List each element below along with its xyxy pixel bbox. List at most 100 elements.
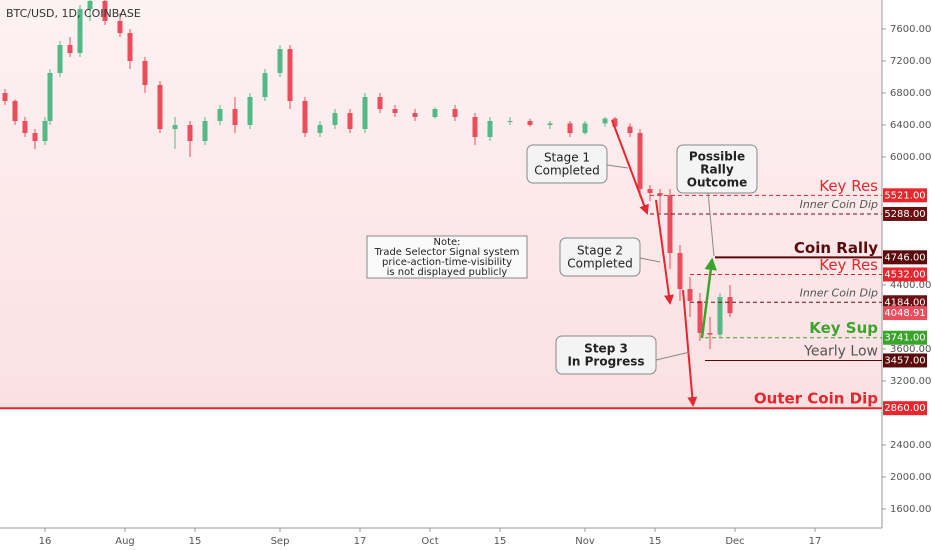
candle-body: [47, 73, 53, 121]
candle-body: [42, 121, 48, 141]
price-tag: [883, 353, 927, 368]
candle-body: [347, 113, 353, 129]
y-tick-label: 3600.00: [890, 344, 931, 355]
level-label: Inner Coin Dip: [800, 198, 878, 211]
callout-box: [559, 237, 641, 277]
level-label: Coin Rally: [794, 239, 878, 257]
candle-body: [102, 1, 108, 21]
price-tag-label: 3457.00: [884, 355, 925, 366]
price-tag-label: 4532.00: [884, 269, 925, 280]
candle-body: [547, 123, 553, 125]
y-tick-label: 3200.00: [890, 376, 931, 387]
candle-body: [332, 113, 338, 125]
x-tick-label: 15: [494, 536, 507, 547]
x-tick-label: 17: [354, 536, 367, 547]
price-tag-label: 5521.00: [884, 190, 925, 201]
level-label: Outer Coin Dip: [754, 390, 878, 408]
candle-body: [287, 49, 293, 101]
note-box: [366, 235, 528, 279]
x-tick-label: Dec: [725, 536, 744, 547]
candle-body: [362, 97, 368, 129]
y-tick-label: 7600.00: [890, 24, 931, 35]
candle-body: [2, 93, 8, 101]
y-tick-label: 2400.00: [890, 440, 931, 451]
callout-pointer: [606, 164, 629, 169]
candle-body: [472, 117, 478, 137]
candle-body: [217, 109, 223, 121]
candle-body: [142, 61, 148, 85]
price-tag-label: 5288.00: [884, 209, 925, 220]
candle-body: [507, 121, 513, 122]
candle-body: [77, 9, 83, 53]
y-tick-label: 4400.00: [890, 280, 931, 291]
candle-body: [117, 21, 123, 33]
candle-body: [687, 289, 693, 301]
annotation-text: Possible: [689, 150, 745, 164]
price-tag-label: 4184.00: [884, 297, 925, 308]
price-tag-label: 2860.00: [884, 403, 925, 414]
price-tag-label: 3741.00: [884, 333, 925, 344]
candle-body: [567, 123, 573, 133]
price-tag-label: 4746.00: [884, 252, 925, 263]
last-price-tag: [883, 306, 927, 321]
candle-body: [127, 33, 133, 61]
x-tick-label: Sep: [271, 536, 290, 547]
plot-background: [0, 0, 882, 408]
candle-body: [302, 101, 308, 133]
candle-body: [667, 195, 673, 253]
arrow: [700, 257, 717, 339]
callout-pointer: [707, 191, 715, 257]
candle-body: [67, 45, 73, 53]
candle-body: [717, 297, 723, 335]
y-tick-label: 2000.00: [890, 472, 931, 483]
last-price-label: 4048.91: [884, 308, 925, 319]
candle-body: [247, 97, 253, 125]
callout-box: [676, 144, 758, 194]
callout-box: [526, 144, 608, 184]
candle-body: [487, 121, 493, 137]
candle-body: [12, 101, 18, 121]
candle-body: [87, 1, 93, 9]
x-tick-label: 16: [39, 536, 52, 547]
candle-body: [727, 297, 733, 314]
annotation-text: Stage 2: [577, 244, 623, 258]
candle-body: [637, 133, 643, 189]
annotation-text: price-action-time-visibility: [382, 257, 512, 268]
annotation-text: Stage 1: [544, 151, 590, 165]
price-tag: [883, 295, 927, 310]
candle-body: [187, 125, 193, 141]
y-tick-label: 6800.00: [890, 88, 931, 99]
candle-body: [697, 301, 703, 333]
candle-body: [277, 49, 283, 73]
annotation-text: Trade Selector Signal system: [374, 247, 520, 258]
annotation-text: Completed: [567, 257, 632, 271]
price-tag: [883, 250, 927, 265]
callout-pointer: [639, 257, 661, 263]
candle-body: [157, 85, 163, 129]
candle-body: [612, 118, 618, 127]
price-tag: [883, 267, 927, 282]
candle-body: [32, 133, 38, 141]
arrow: [611, 119, 649, 215]
annotation-text: Outcome: [687, 176, 747, 190]
candle-body: [412, 113, 418, 117]
price-tag: [883, 206, 927, 221]
level-label: Key Res: [819, 177, 878, 195]
candle-body: [582, 123, 588, 133]
candle-body: [527, 121, 533, 125]
annotation-text: In Progress: [567, 355, 644, 369]
candle-body: [57, 45, 63, 73]
y-tick-label: 7200.00: [890, 56, 931, 67]
y-tick-label: 1600.00: [890, 504, 931, 515]
candle-body: [232, 109, 238, 125]
level-label: Yearly Low: [803, 343, 878, 359]
x-tick-label: 17: [809, 536, 822, 547]
candle-body: [377, 97, 383, 109]
x-tick-label: Oct: [421, 536, 438, 547]
x-tick-label: Nov: [575, 536, 595, 547]
annotation-text: Completed: [534, 164, 599, 178]
y-tick-label: 6000.00: [890, 152, 931, 163]
x-tick-label: 15: [189, 536, 202, 547]
candle-body: [707, 333, 713, 335]
